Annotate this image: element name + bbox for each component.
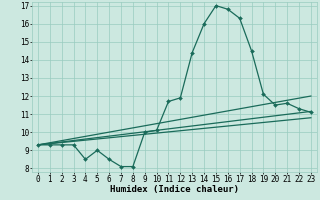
- X-axis label: Humidex (Indice chaleur): Humidex (Indice chaleur): [110, 185, 239, 194]
